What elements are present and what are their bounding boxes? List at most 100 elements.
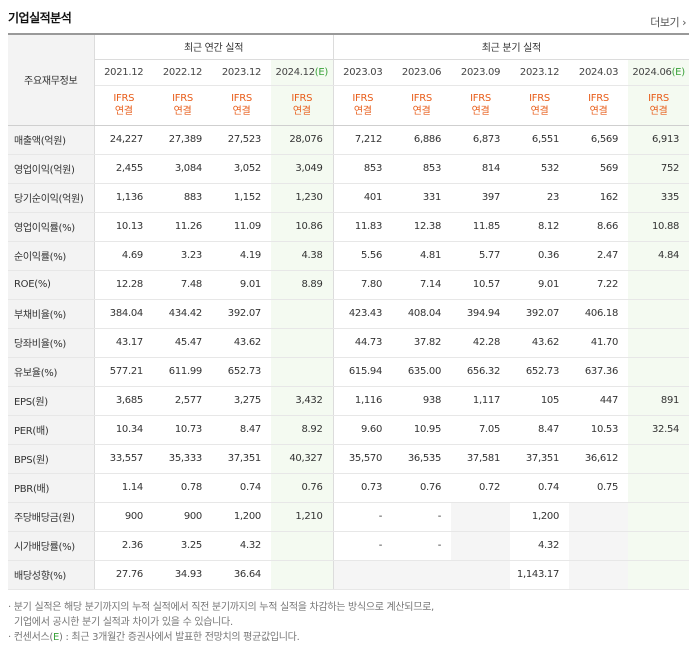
table-cell: 611.99: [153, 357, 212, 387]
table-cell: 1,200: [510, 501, 570, 532]
period-label: 2024.06: [632, 66, 672, 78]
table-cell: 37,351: [510, 444, 570, 474]
table-cell: 8.92: [271, 415, 334, 445]
table-cell: 6,873: [451, 124, 511, 155]
table-cell: 0.73: [332, 473, 393, 503]
table-cell: 384.04: [94, 298, 153, 329]
table-cell: 8.12: [510, 211, 570, 242]
table-cell: 2,577: [153, 385, 212, 416]
table-cell: 2,455: [94, 154, 153, 184]
table-cell: 10.13: [94, 211, 153, 242]
accounting-standard: IFRS 연결: [451, 85, 511, 126]
table-cell: [271, 531, 334, 561]
row-label: PBR(배): [8, 473, 95, 503]
table-cell: 0.72: [451, 473, 511, 503]
table-row: 순이익률(%) 4.69 3.23 4.19 4.38 5.56 4.81 5.77 0.36 2…: [8, 241, 690, 271]
table-row: 배당성향(%) 27.76 34.93 36.64 1,143.17: [8, 560, 690, 590]
table-row: 당기순이익(억원) 1,136 883 1,152 1,230 401 331 397 23 16…: [8, 183, 690, 213]
table-cell: [628, 270, 690, 300]
table-cell: 8.47: [212, 415, 271, 445]
group-quarter: 최근 분기 실적: [332, 33, 690, 60]
period-header: 2024.06(E): [628, 59, 690, 86]
row-label: 유보율(%): [8, 357, 95, 387]
table-cell: 2.36: [94, 531, 153, 561]
table-cell: 11.09: [212, 211, 271, 242]
table-cell: 7.22: [569, 270, 629, 300]
ifrs-label: IFRS: [529, 93, 550, 104]
table-cell: 4.69: [94, 241, 153, 271]
consolidated-label: 연결: [292, 106, 311, 117]
ifrs-label: IFRS: [352, 93, 374, 104]
table-cell: 43.62: [212, 328, 271, 358]
accounting-standard: IFRS 연결: [212, 85, 271, 126]
period-label: 2023.03: [343, 66, 383, 78]
table-row: 영업이익(억원) 2,455 3,084 3,052 3,049 853 853 814 532…: [8, 154, 690, 184]
table-cell: [392, 560, 452, 590]
table-cell: 10.34: [94, 415, 153, 445]
table-cell: 28,076: [271, 124, 334, 155]
period-label: 2023.12: [221, 66, 262, 78]
table-cell: [332, 560, 393, 590]
section-header: 기업실적분석 더보기 ›: [0, 0, 694, 34]
table-cell: [271, 560, 334, 590]
table-cell: 23: [510, 183, 570, 213]
table-cell: 938: [392, 385, 452, 416]
footnote-1: · 분기 실적은 해당 분기까지의 누적 실적에서 직전 분기까지의 누적 실적…: [8, 602, 434, 613]
financial-table: 주요재무정보 최근 연간 실적 최근 분기 실적 2021.12 2022.12 2…: [8, 33, 690, 590]
table-cell: 637.36: [569, 357, 629, 387]
table-cell: 883: [153, 183, 212, 213]
table-cell: 0.78: [153, 473, 212, 503]
table-cell: 27.76: [94, 560, 153, 590]
more-label: 더보기: [650, 16, 680, 29]
table-cell: 42.28: [451, 328, 511, 358]
row-label: 영업이익률(%): [8, 211, 95, 242]
row-label: EPS(원): [8, 385, 95, 416]
consolidated-label: 연결: [412, 106, 431, 117]
table-cell: 3,432: [271, 385, 334, 416]
group-annual: 최근 연간 실적: [94, 33, 334, 60]
table-cell: 656.32: [451, 357, 511, 387]
table-cell: 41.70: [569, 328, 629, 358]
table-cell: 4.81: [392, 241, 452, 271]
table-cell: 3,052: [212, 154, 271, 184]
table-cell: 577.21: [94, 357, 153, 387]
table-cell: 3,685: [94, 385, 153, 416]
accounting-standard: IFRS 연결: [153, 85, 212, 126]
consolidated-label: 연결: [589, 106, 608, 117]
table-cell: [271, 357, 334, 387]
table-cell: 8.66: [569, 211, 629, 242]
table-cell: 43.62: [510, 328, 570, 358]
table-cell: 7,212: [332, 124, 393, 155]
accounting-standard: IFRS 연결: [332, 85, 393, 126]
table-cell: 12.28: [94, 270, 153, 300]
table-cell: 162: [569, 183, 629, 213]
chevron-right-icon: ›: [679, 16, 686, 29]
ifrs-label: IFRS: [411, 93, 432, 104]
consolidated-label: 연결: [471, 106, 490, 117]
table-cell: 0.36: [510, 241, 570, 271]
table-cell: 392.07: [212, 298, 271, 329]
table-cell: 3,275: [212, 385, 271, 416]
table-cell: 635.00: [392, 357, 452, 387]
period-label: 2022.12: [162, 66, 203, 78]
table-cell: 1,152: [212, 183, 271, 213]
table-cell: [451, 531, 511, 561]
estimate-mark: (E): [314, 66, 329, 78]
period-header: 2021.12: [94, 59, 153, 86]
table-cell: 27,523: [212, 124, 271, 155]
footnotes: · 분기 실적은 해당 분기까지의 누적 실적에서 직전 분기까지의 누적 실적…: [8, 600, 688, 645]
table-cell: 423.43: [332, 298, 393, 329]
table-cell: 7.05: [451, 415, 511, 445]
table-cell: 1,116: [332, 385, 393, 416]
table-cell: 35,570: [332, 444, 393, 474]
estimate-mark: (E): [671, 66, 686, 78]
table-cell: 11.85: [451, 211, 511, 242]
accounting-standard: IFRS 연결: [628, 85, 690, 126]
table-cell: 0.74: [510, 473, 570, 503]
table-cell: 1.14: [94, 473, 153, 503]
footnote-1-line1: 분기 실적은 해당 분기까지의 누적 실적에서 직전 분기까지의 누적 실적을 …: [13, 602, 434, 613]
table-cell: 434.42: [153, 298, 212, 329]
more-link[interactable]: 더보기 ›: [650, 14, 686, 30]
period-label: 2021.12: [104, 66, 144, 78]
ifrs-label: IFRS: [291, 93, 313, 104]
